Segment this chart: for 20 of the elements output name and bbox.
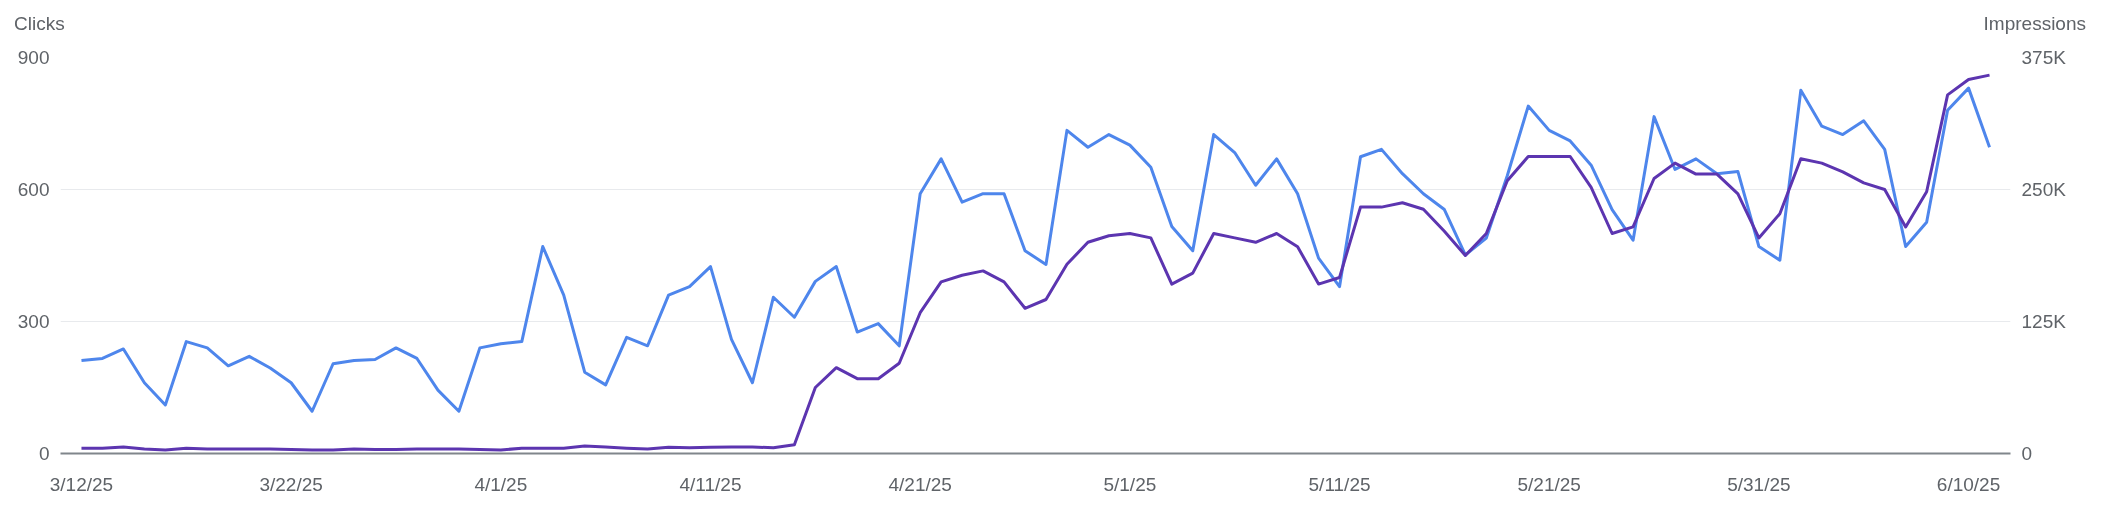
y2-tick-label: 0 <box>2021 443 2033 465</box>
y-tick-label: 300 <box>17 311 50 333</box>
y2-tick-label: 125K <box>2021 311 2067 333</box>
y-tick-label: 0 <box>38 443 50 465</box>
x-tick-label: 4/1/25 <box>474 473 528 495</box>
y-tick-label: 600 <box>17 179 50 201</box>
x-tick-label: 5/31/25 <box>1727 473 1791 495</box>
x-tick-label: 5/11/25 <box>1308 473 1371 495</box>
x-tick-label: 4/11/25 <box>679 473 742 495</box>
x-tick-label: 5/1/25 <box>1103 473 1157 495</box>
y2-tick-label: 250K <box>2021 179 2067 201</box>
y2-tick-label: 375K <box>2021 47 2067 69</box>
x-tick-label: 4/21/25 <box>888 473 952 495</box>
y-axis-title: Clicks <box>14 12 65 36</box>
x-tick-label: 3/22/25 <box>259 473 323 495</box>
x-tick-label: 6/10/25 <box>1936 473 2001 495</box>
y-tick-label: 900 <box>17 47 50 69</box>
x-tick-label: 5/21/25 <box>1517 473 1581 495</box>
y2-axis-title: Impressions <box>1983 12 2086 36</box>
x-tick-label: 3/12/25 <box>49 473 114 495</box>
